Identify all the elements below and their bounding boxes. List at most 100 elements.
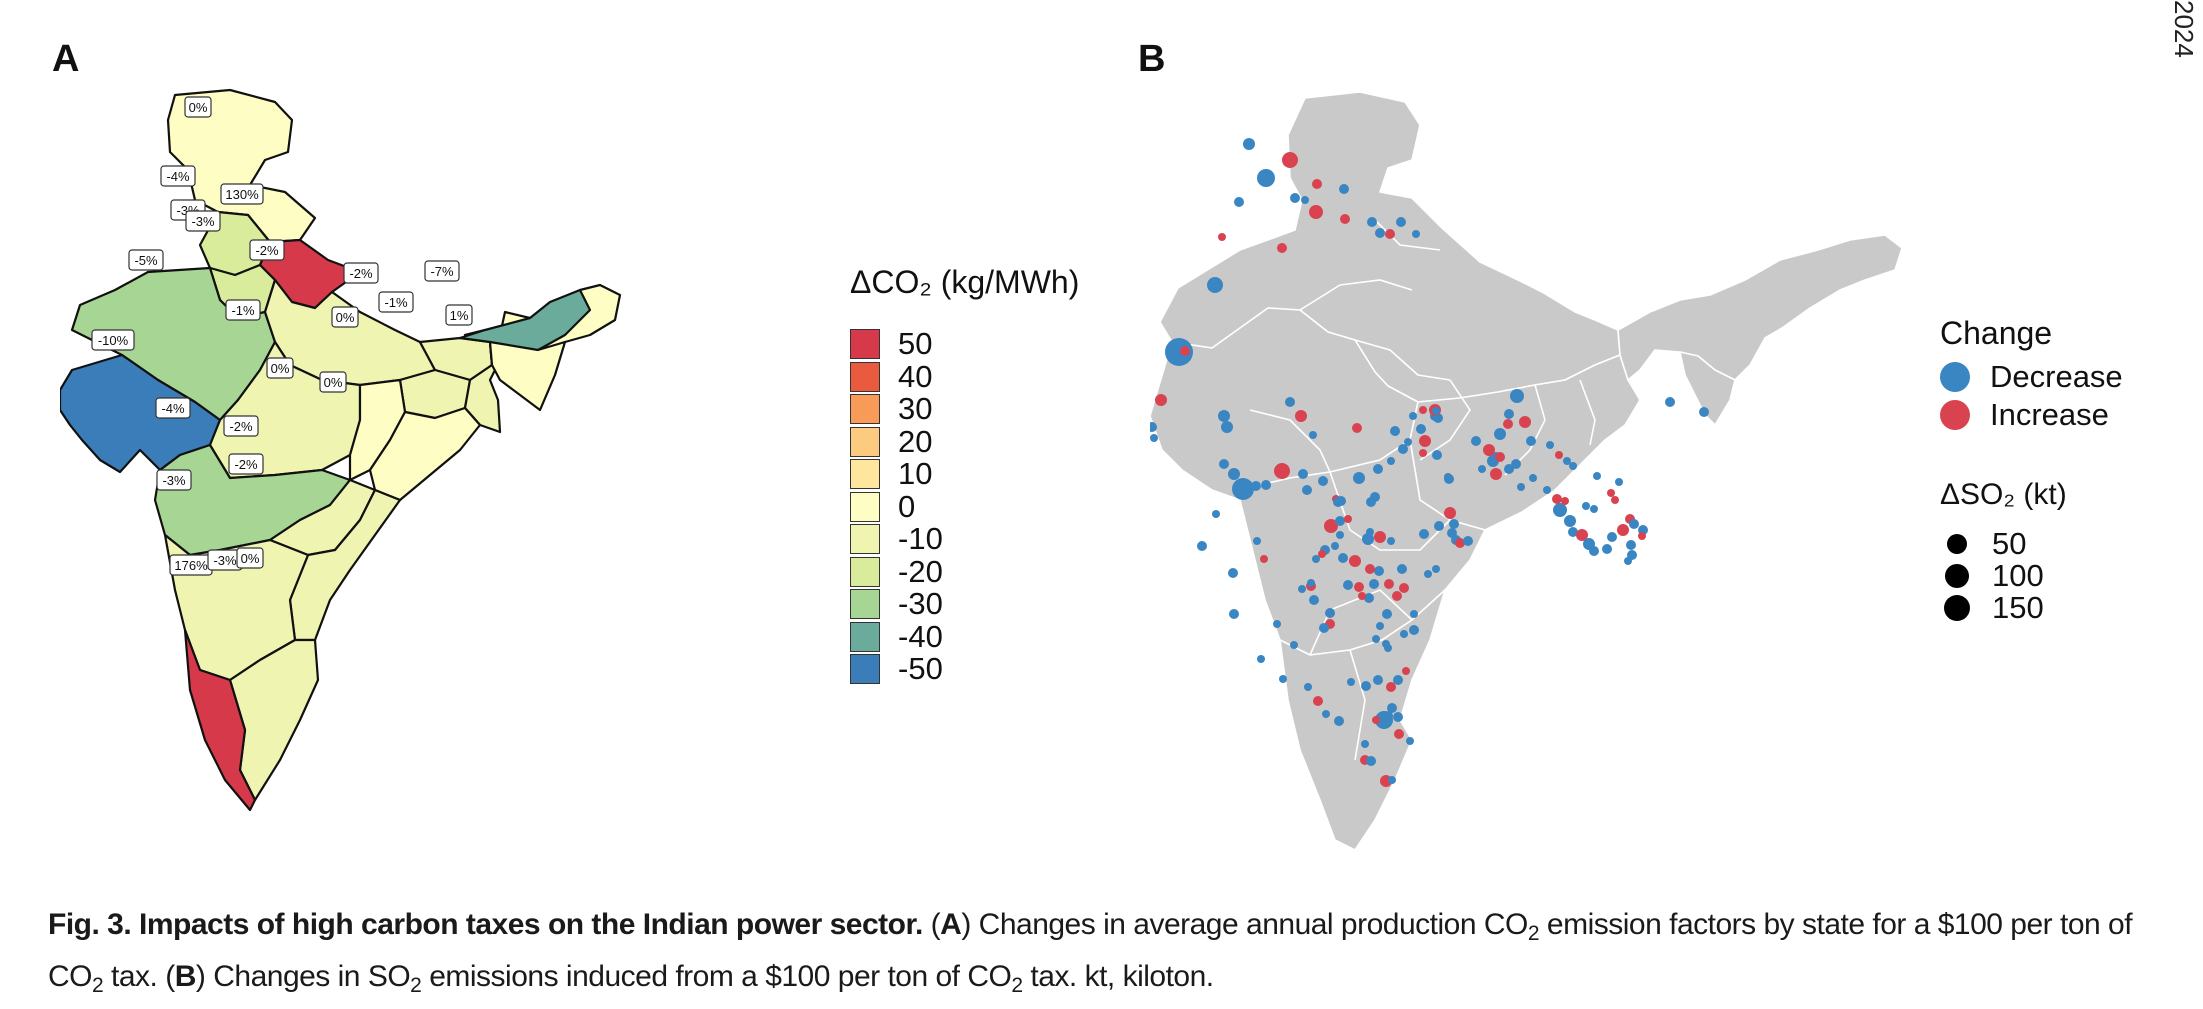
decrease-bubble bbox=[1257, 655, 1265, 663]
change-legend-label: Decrease bbox=[1990, 359, 2123, 394]
increase-bubble bbox=[1402, 667, 1410, 675]
increase-bubble bbox=[1419, 435, 1431, 447]
co2-legend-item: 40 bbox=[850, 359, 932, 395]
state-value-label-text: -10% bbox=[98, 333, 129, 348]
decrease-bubble bbox=[1228, 568, 1238, 578]
caption-figure-label: Fig. 3. Impacts of high carbon taxes on … bbox=[48, 908, 923, 941]
decrease-bubble bbox=[1150, 422, 1157, 432]
decrease-bubble bbox=[1285, 397, 1295, 407]
co2-legend-item: -30 bbox=[850, 586, 943, 622]
decrease-bubble bbox=[1343, 580, 1353, 590]
co2-legend-label: 0 bbox=[898, 488, 916, 524]
increase-bubble bbox=[1358, 592, 1366, 600]
co2-legend: ΔCO₂ (kg/MWh) 50 40 30 20 10 0 -10 -20 -30 -40 -50 bbox=[850, 264, 1110, 686]
co2-legend-label: 40 bbox=[898, 358, 933, 394]
decrease-bubble bbox=[1409, 625, 1419, 635]
state-value-label: -2% bbox=[343, 262, 379, 284]
state-value-label-text: 0% bbox=[271, 361, 290, 376]
state-value-label: -4% bbox=[155, 397, 191, 419]
state-value-label-text: 0% bbox=[241, 551, 260, 566]
decrease-bubble bbox=[1261, 480, 1271, 490]
state-value-label-box bbox=[185, 210, 221, 232]
decrease-bubble bbox=[1383, 711, 1393, 721]
co2-legend-swatch bbox=[850, 524, 880, 554]
co2-legend-item: 50 bbox=[850, 326, 932, 362]
increase-bubble bbox=[1503, 419, 1513, 429]
decrease-bubble bbox=[1373, 675, 1383, 685]
decrease-bubble bbox=[1432, 407, 1440, 415]
decrease-bubble bbox=[1569, 462, 1577, 470]
page-year-label: 2024 bbox=[2169, 0, 2199, 58]
so2-size-legend-label: 50 bbox=[1992, 526, 2027, 561]
increase-bubble bbox=[1455, 538, 1465, 548]
state-value-label-text: 1% bbox=[450, 308, 469, 323]
state-value-label-text: -2% bbox=[229, 419, 253, 434]
so2-size-legend-label: 150 bbox=[1992, 590, 2044, 625]
decrease-bubble bbox=[1629, 519, 1639, 529]
india-outline-gray bbox=[1150, 91, 1903, 851]
decrease-dot-icon bbox=[1940, 362, 1970, 392]
decrease-bubble bbox=[1564, 515, 1576, 527]
state-value-label-box bbox=[331, 306, 359, 328]
decrease-bubble bbox=[1243, 138, 1255, 150]
increase-bubble bbox=[1399, 583, 1409, 593]
state-value-label: -3% bbox=[207, 549, 243, 571]
change-legend-label: Increase bbox=[1990, 397, 2109, 432]
co2-legend-swatch bbox=[850, 361, 880, 392]
state-value-label-text: -1% bbox=[231, 303, 255, 318]
co2-legend-swatch bbox=[850, 394, 880, 424]
decrease-bubble bbox=[1364, 593, 1374, 603]
state-value-label: -7% bbox=[424, 260, 460, 282]
caption-text-a2: emission factors by state for a $100 per… bbox=[48, 908, 2133, 993]
so2-size-legend-title: ΔSO₂ (kt) bbox=[1940, 478, 2067, 511]
decrease-bubble bbox=[1219, 459, 1229, 469]
state-value-label-box bbox=[225, 299, 261, 321]
change-legend: Change Decrease Increase bbox=[1940, 315, 2180, 445]
co2-legend-label: -40 bbox=[898, 618, 943, 654]
decrease-bubble bbox=[1382, 640, 1390, 648]
size-dot-icon bbox=[1944, 595, 1970, 621]
decrease-bubble bbox=[1353, 472, 1365, 484]
decrease-bubble bbox=[1626, 540, 1636, 550]
decrease-bubble bbox=[1387, 703, 1397, 713]
state-value-label-text: -5% bbox=[134, 253, 158, 268]
state-value-label-text: -3% bbox=[213, 553, 237, 568]
increase-bubble bbox=[1552, 494, 1562, 504]
change-legend-item: Increase bbox=[1940, 397, 2109, 433]
increase-bubble bbox=[1392, 591, 1402, 601]
state-region-northeast-south bbox=[488, 340, 567, 412]
increase-bubble bbox=[1490, 468, 1502, 480]
decrease-bubble bbox=[1590, 505, 1598, 513]
state-value-label-text: -4% bbox=[161, 401, 185, 416]
decrease-bubble bbox=[1406, 737, 1414, 745]
decrease-bubble bbox=[1563, 457, 1571, 465]
caption-text-a: Changes in average annual production CO bbox=[978, 908, 1529, 941]
co2-legend-label: -10 bbox=[898, 521, 943, 556]
co2-legend-swatch bbox=[850, 426, 880, 457]
increase-bubble bbox=[1374, 531, 1386, 543]
decrease-bubble bbox=[1197, 541, 1207, 551]
decrease-bubble bbox=[1279, 675, 1287, 683]
co2-legend-item: 10 bbox=[850, 456, 932, 492]
decrease-bubble bbox=[1333, 497, 1343, 507]
decrease-bubble bbox=[1318, 476, 1328, 486]
decrease-bubble bbox=[1334, 716, 1344, 726]
state-value-label-text: 0% bbox=[324, 375, 343, 390]
decrease-bubble bbox=[1444, 473, 1452, 481]
decrease-bubble bbox=[1290, 641, 1298, 649]
co2-legend-item: 0 bbox=[850, 489, 915, 525]
decrease-bubble bbox=[1298, 585, 1306, 593]
increase-bubble bbox=[1519, 416, 1531, 428]
increase-bubble bbox=[1309, 205, 1323, 219]
state-label-group: 0% -4% 130% -3% -3% -5% -2% -2% -7% -1% -1% 0% 1% -10… bbox=[91, 96, 473, 576]
co2-legend-item: -20 bbox=[850, 554, 943, 590]
grey-region-northeast bbox=[1617, 234, 1903, 381]
state-value-label-text: 0% bbox=[336, 310, 355, 325]
decrease-bubble bbox=[1212, 510, 1220, 518]
state-value-label: -1% bbox=[378, 291, 414, 313]
state-value-label: 130% bbox=[220, 183, 264, 205]
co2-choropleth-map: 0% -4% 130% -3% -3% -5% -2% -2% -7% -1% -1% 0% 1% -10… bbox=[60, 88, 622, 812]
change-legend-title: Change bbox=[1940, 315, 2053, 351]
decrease-bubble bbox=[1424, 570, 1432, 578]
decrease-bubble bbox=[1593, 472, 1601, 480]
